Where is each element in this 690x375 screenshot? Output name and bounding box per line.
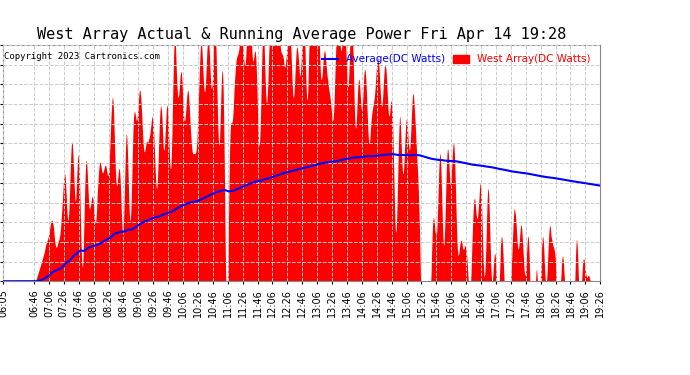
Title: West Array Actual & Running Average Power Fri Apr 14 19:28: West Array Actual & Running Average Powe… [37, 27, 566, 42]
Text: Copyright 2023 Cartronics.com: Copyright 2023 Cartronics.com [4, 52, 160, 61]
Legend: Average(DC Watts), West Array(DC Watts): Average(DC Watts), West Array(DC Watts) [318, 50, 595, 69]
